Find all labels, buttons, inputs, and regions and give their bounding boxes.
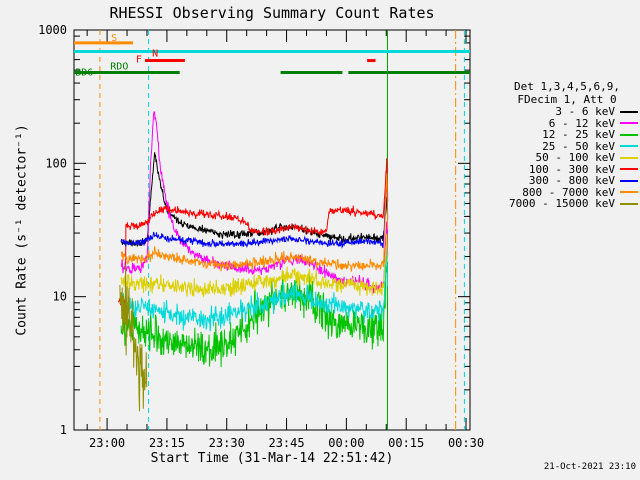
legend-item-swatch <box>620 133 638 136</box>
series-line <box>120 111 389 294</box>
flag-flare-label: F <box>136 55 142 66</box>
legend-item-swatch <box>620 122 638 125</box>
flag-flare-label: N <box>152 49 158 60</box>
y-tick-label: 100 <box>45 156 67 170</box>
x-tick-label: 23:30 <box>209 436 245 450</box>
legend-item-label: 6 - 12 keV <box>548 116 615 130</box>
chart-title: RHESSI Observing Summary Count Rates <box>109 4 435 22</box>
legend-item: 100 - 300 keV <box>496 162 638 176</box>
series-line <box>120 233 389 298</box>
y-axis-label: Count Rate (s⁻¹ detector⁻¹) <box>14 124 30 336</box>
legend-item-label: 25 - 50 keV <box>542 139 615 153</box>
legend-item: 25 - 50 keV <box>496 139 638 153</box>
legend-item-swatch <box>620 202 638 205</box>
legend-items: 3 - 6 keV 6 - 12 keV 12 - 25 keV 25 - 50 ke… <box>496 105 638 211</box>
legend-item: 7000 - 15000 keV <box>496 197 638 211</box>
event-lines <box>99 30 465 430</box>
series-line <box>120 241 389 332</box>
legend-item-swatch <box>620 110 638 113</box>
legend-item: 50 - 100 keV <box>496 151 638 165</box>
legend-item-swatch <box>620 168 638 171</box>
legend-item-label: 12 - 25 keV <box>542 128 615 142</box>
legend: Det 1,3,4,5,6,9, FDecim 1, Att 0 3 - 6 k… <box>496 80 638 210</box>
y-tick-label: 10 <box>53 290 67 304</box>
axes: 1 10 100 1000 23:00 23:15 23:30 23:45 00:00 00:15… <box>38 23 484 450</box>
legend-item-label: 100 - 300 keV <box>528 162 615 176</box>
legend-item: 3 - 6 keV <box>496 105 638 119</box>
legend-item-label: 3 - 6 keV <box>555 105 615 119</box>
legend-item: 800 - 7000 keV <box>496 185 638 199</box>
legend-item-swatch <box>620 179 638 182</box>
legend-item: 6 - 12 keV <box>496 116 638 130</box>
series-line <box>120 264 389 368</box>
series-line <box>120 173 389 272</box>
legend-item-label: 50 - 100 keV <box>535 151 615 165</box>
legend-item-label: 300 - 800 keV <box>528 174 615 188</box>
x-tick-label: 00:30 <box>448 436 484 450</box>
legend-item: 12 - 25 keV <box>496 128 638 142</box>
y-tick-label: 1000 <box>38 23 67 37</box>
legend-item-swatch <box>620 145 638 148</box>
series-line <box>119 264 148 412</box>
flag-bars: S NF RDO BD6 <box>74 33 470 79</box>
series-line <box>120 152 389 247</box>
series-line <box>120 174 389 249</box>
series-lines <box>117 111 389 412</box>
legend-item-swatch <box>620 191 638 194</box>
legend-item: 300 - 800 keV <box>496 174 638 188</box>
series-line <box>117 158 389 306</box>
x-tick-label: 23:45 <box>268 436 304 450</box>
legend-item-label: 7000 - 15000 keV <box>509 197 615 211</box>
legend-item-swatch <box>620 156 638 159</box>
legend-item-label: 800 - 7000 keV <box>522 185 615 199</box>
x-tick-label: 00:00 <box>328 436 364 450</box>
flag-s-label: S <box>111 33 117 44</box>
x-axis-label: Start Time (31-Mar-14 22:51:42) <box>150 451 394 466</box>
x-tick-label: 23:15 <box>149 436 185 450</box>
y-tick-label: 1 <box>60 423 67 437</box>
legend-detector-info: Det 1,3,4,5,6,9, <box>514 80 620 93</box>
creation-timestamp: 21-Oct-2021 23:10 <box>543 462 636 472</box>
legend-decim-info: FDecim 1, Att 0 <box>517 93 617 106</box>
x-tick-label: 00:15 <box>388 436 424 450</box>
x-tick-label: 23:00 <box>89 436 125 450</box>
flag-rdo-label: BD6 <box>75 68 93 79</box>
flag-rdo-label: RDO <box>110 62 128 73</box>
